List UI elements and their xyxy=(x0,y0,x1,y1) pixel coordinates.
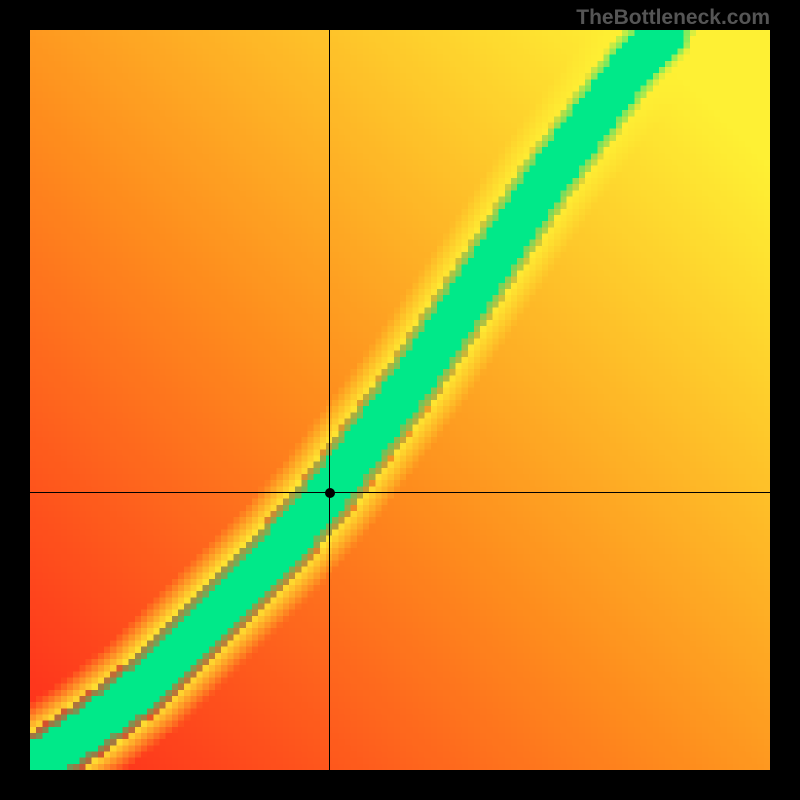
watermark-text: TheBottleneck.com xyxy=(576,6,770,30)
bottleneck-heatmap xyxy=(30,30,770,770)
chart-frame: TheBottleneck.com xyxy=(0,0,800,800)
selection-dot xyxy=(325,488,335,498)
crosshair-horizontal xyxy=(30,492,770,493)
crosshair-vertical xyxy=(329,30,330,770)
